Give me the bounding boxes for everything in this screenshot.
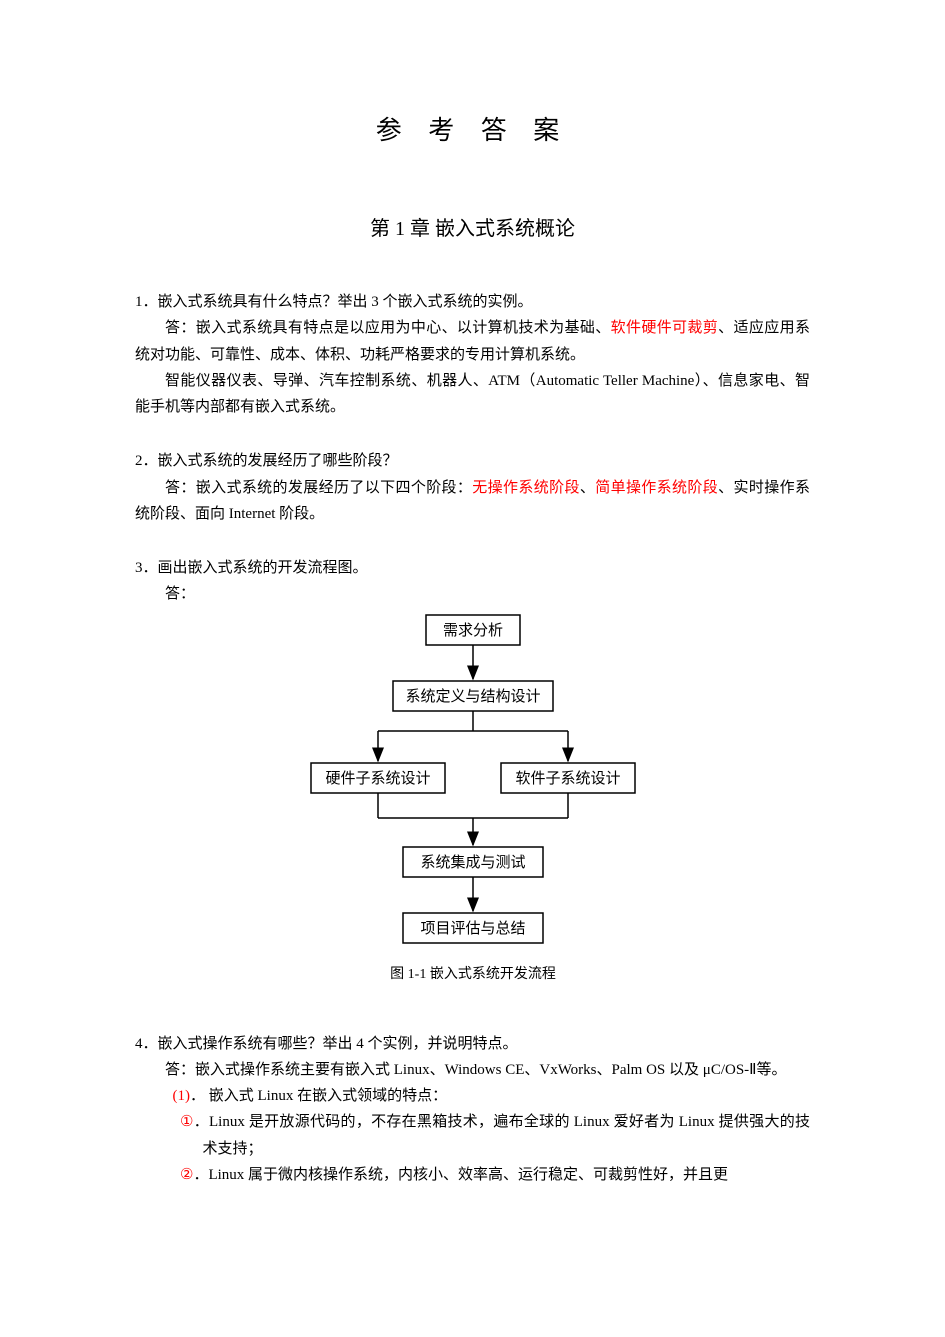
q4-item1-text: ． 嵌入式 Linux 在嵌入式领域的特点： bbox=[190, 1088, 447, 1104]
q4-item1-num: (1) bbox=[173, 1088, 191, 1104]
q4-sub2: ②．Linux 属于微内核操作系统，内核小、效率高、运行稳定、可裁剪性好，并且更 bbox=[135, 1162, 810, 1188]
q2-a-h1: 无操作系统阶段 bbox=[472, 480, 580, 496]
flow-node-2: 系统定义与结构设计 bbox=[405, 688, 540, 705]
q3-question: 3．画出嵌入式系统的开发流程图。 bbox=[135, 555, 810, 581]
q1-answer-p1: 答：嵌入式系统具有特点是以应用为中心、以计算机技术为基础、软件硬件可裁剪、适应应… bbox=[135, 315, 810, 368]
chapter-title: 第 1 章 嵌入式系统概论 bbox=[135, 212, 810, 241]
q4-answer-p1: 答：嵌入式操作系统主要有嵌入式 Linux、Windows CE、VxWorks… bbox=[135, 1057, 810, 1083]
flowchart-caption: 图 1-1 嵌入式系统开发流程 bbox=[390, 966, 556, 982]
q4-sub1-num: ① bbox=[180, 1114, 194, 1130]
question-2-block: 2．嵌入式系统的发展经历了哪些阶段？ 答：嵌入式系统的发展经历了以下四个阶段：无… bbox=[135, 448, 810, 527]
q2-a-prefix: 答：嵌入式系统的发展经历了以下四个阶段： bbox=[165, 480, 472, 496]
flow-node-4: 系统集成与测试 bbox=[420, 854, 525, 871]
q2-a-mid1: 、 bbox=[580, 480, 595, 496]
q4-sub1-text: ．Linux 是开放源代码的，不存在黑箱技术，遍布全球的 Linux 爱好者为 … bbox=[194, 1114, 810, 1156]
q2-a-h2: 简单操作系统阶段 bbox=[595, 480, 718, 496]
q4-sub2-text: ．Linux 属于微内核操作系统，内核小、效率高、运行稳定、可裁剪性好，并且更 bbox=[193, 1167, 728, 1183]
q1-a1-prefix: 答：嵌入式系统具有特点是以应用为中心、以计算机技术为基础、 bbox=[165, 320, 611, 336]
flowchart: 需求分析 系统定义与结构设计 硬件子系统设计 软件子系统设计 bbox=[135, 613, 810, 1003]
q2-answer: 答：嵌入式系统的发展经历了以下四个阶段：无操作系统阶段、简单操作系统阶段、实时操… bbox=[135, 475, 810, 528]
question-1-block: 1．嵌入式系统具有什么特点？举出 3 个嵌入式系统的实例。 答：嵌入式系统具有特… bbox=[135, 289, 810, 420]
flow-node-3b: 软件子系统设计 bbox=[515, 770, 620, 787]
flow-node-3a: 硬件子系统设计 bbox=[325, 770, 430, 787]
q4-item1: (1)． 嵌入式 Linux 在嵌入式领域的特点： bbox=[135, 1083, 810, 1109]
q1-answer-p2: 智能仪器仪表、导弹、汽车控制系统、机器人、ATM（Automatic Telle… bbox=[135, 368, 810, 421]
q3-answer-label: 答： bbox=[135, 581, 810, 607]
q1-a1-highlight: 软件硬件可裁剪 bbox=[611, 320, 719, 336]
q1-question: 1．嵌入式系统具有什么特点？举出 3 个嵌入式系统的实例。 bbox=[135, 289, 810, 315]
q4-question: 4．嵌入式操作系统有哪些？举出 4 个实例，并说明特点。 bbox=[135, 1031, 810, 1057]
document-title: 参 考 答 案 bbox=[135, 110, 810, 147]
flow-node-1: 需求分析 bbox=[442, 622, 502, 639]
q4-sub1: ①．Linux 是开放源代码的，不存在黑箱技术，遍布全球的 Linux 爱好者为… bbox=[135, 1109, 810, 1162]
q4-sub2-num: ② bbox=[180, 1167, 193, 1183]
question-4-block: 4．嵌入式操作系统有哪些？举出 4 个实例，并说明特点。 答：嵌入式操作系统主要… bbox=[135, 1031, 810, 1189]
flowchart-svg: 需求分析 系统定义与结构设计 硬件子系统设计 软件子系统设计 bbox=[293, 613, 653, 1003]
question-3-block: 3．画出嵌入式系统的开发流程图。 答： 需求分析 系统定义与结构设计 bbox=[135, 555, 810, 1003]
q2-question: 2．嵌入式系统的发展经历了哪些阶段？ bbox=[135, 448, 810, 474]
flow-node-5: 项目评估与总结 bbox=[420, 920, 525, 937]
